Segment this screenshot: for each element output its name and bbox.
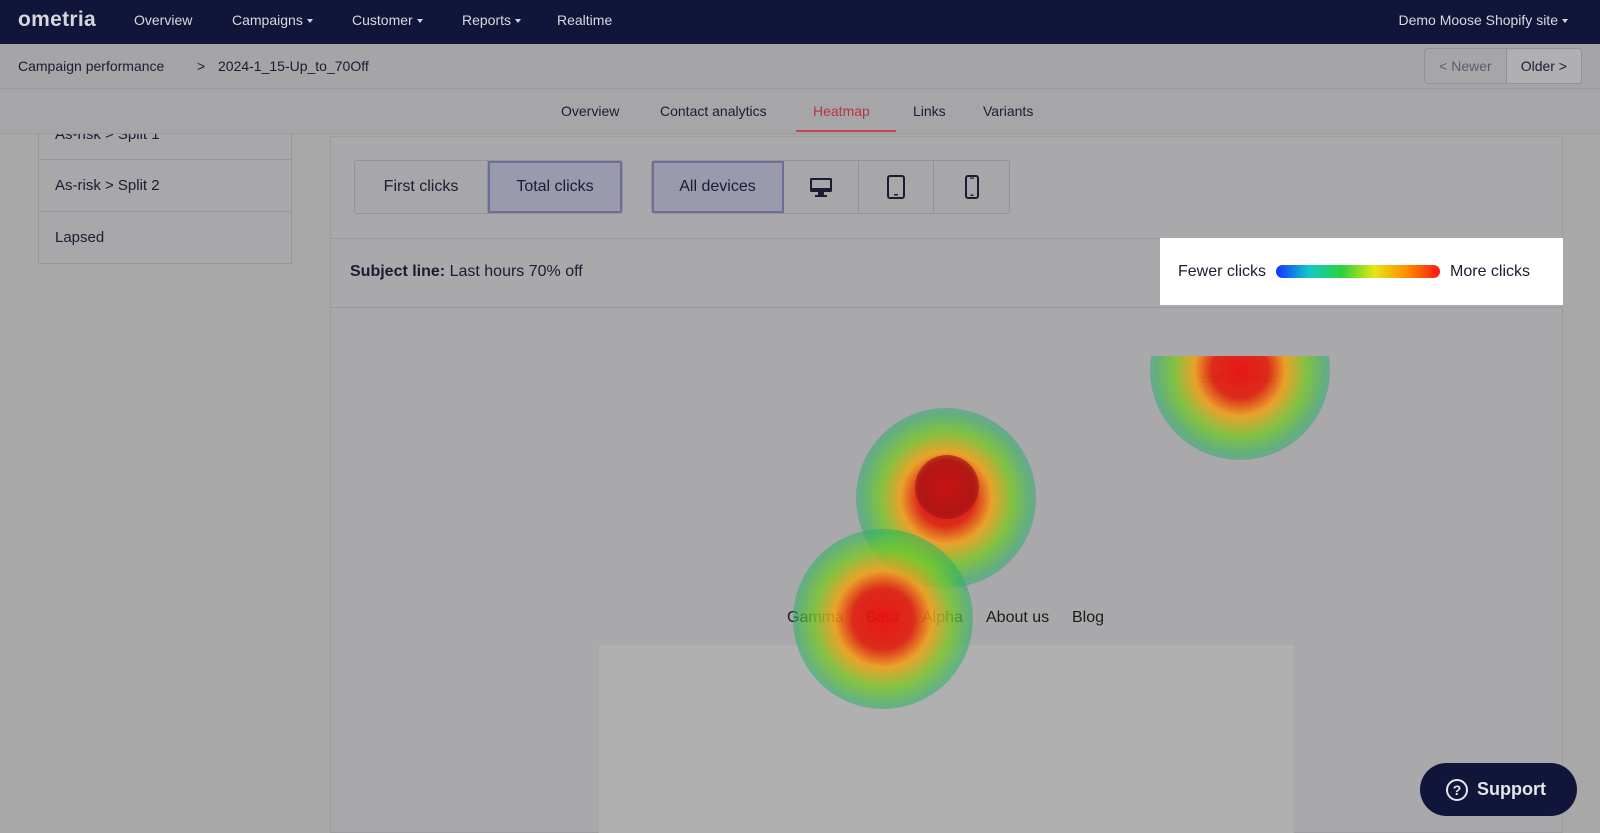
older-button[interactable]: Older > [1506, 49, 1581, 83]
tab-contact-analytics[interactable]: Contact analytics [660, 103, 767, 119]
chevron-down-icon [306, 19, 313, 24]
help-icon: ? [1446, 778, 1468, 801]
active-tab-indicator [796, 130, 896, 132]
breadcrumb: Campaign performance > 2024-1_15-Up_to_7… [0, 44, 1600, 89]
top-nav: ometria Overview Campaigns Customer Repo… [0, 0, 1600, 44]
mobile-button[interactable] [934, 161, 1009, 213]
breadcrumb-separator: > [197, 58, 206, 74]
breadcrumb-current: 2024-1_15-Up_to_70Off [218, 58, 369, 74]
click-mode-toggle: First clicks Total clicks [354, 160, 623, 214]
total-clicks-button[interactable]: Total clicks [488, 161, 622, 213]
chevron-down-icon [416, 19, 423, 24]
sidebar-item-split-1[interactable]: As-risk > Split 1 [38, 134, 292, 160]
nav-overview[interactable]: Overview [134, 12, 193, 28]
chevron-down-icon [515, 19, 522, 24]
sidebar-item-label: As-risk > Split 1 [55, 134, 160, 143]
tablet-icon [887, 175, 905, 199]
segment-sidebar: As-risk > Split 1 As-risk > Split 2 Laps… [38, 134, 292, 264]
subject-label: Subject line: [350, 263, 446, 280]
desktop-icon [810, 178, 832, 197]
logo-text: ometria [18, 8, 96, 31]
subject-line-row: Subject line: Last hours 70% off [331, 238, 1562, 308]
email-link-about-us[interactable]: About us [986, 609, 1050, 626]
nav-realtime[interactable]: Realtime [557, 12, 613, 28]
nav-customer[interactable]: Customer [352, 12, 423, 28]
mobile-icon [964, 175, 979, 199]
breadcrumb-parent[interactable]: Campaign performance [18, 58, 165, 74]
sidebar-item-lapsed[interactable]: Lapsed [38, 212, 292, 264]
site-label: Demo Moose Shopify site [1398, 12, 1558, 28]
tab-overview[interactable]: Overview [561, 103, 620, 119]
legend-low-label: Fewer clicks [1178, 262, 1267, 280]
tablet-button[interactable] [859, 161, 934, 213]
email-link-gamma[interactable]: Gamma [787, 609, 844, 626]
ometria-logo[interactable]: ometria [18, 8, 96, 32]
email-hero-image [599, 645, 1294, 833]
email-link-beta[interactable]: Beta [866, 609, 899, 626]
heatmap-hotspot-clip [1140, 356, 1340, 476]
site-selector[interactable]: Demo Moose Shopify site [1398, 12, 1568, 28]
chevron-down-icon [1562, 19, 1568, 24]
email-link-blog[interactable]: Blog [1072, 609, 1105, 626]
heatmap-hotspot [1150, 356, 1330, 460]
nav-campaigns[interactable]: Campaigns [232, 12, 313, 28]
tab-links[interactable]: Links [913, 103, 946, 119]
tab-bar: Overview Contact analytics Heatmap Links… [0, 89, 1600, 134]
desktop-button[interactable] [784, 161, 859, 213]
campaign-pager: < Newer Older > [1424, 48, 1582, 84]
subject-value: Last hours 70% off [449, 263, 583, 280]
heatmap-legend: Fewer clicks More clicks [1160, 238, 1563, 305]
nav-campaigns-label: Campaigns [232, 12, 303, 28]
sidebar-item-split-2[interactable]: As-risk > Split 2 [38, 160, 292, 212]
legend-gradient [1276, 265, 1441, 278]
nav-reports-label: Reports [462, 12, 512, 28]
email-link-alpha[interactable]: Alpha [922, 609, 963, 626]
subject-line: Subject line: Last hours 70% off [350, 263, 583, 281]
support-button[interactable]: ? Support [1420, 763, 1577, 816]
legend-high-label: More clicks [1450, 262, 1531, 280]
all-devices-button[interactable]: All devices [652, 161, 784, 213]
tab-variants[interactable]: Variants [983, 103, 1034, 119]
newer-button[interactable]: < Newer [1425, 49, 1507, 83]
tab-heatmap[interactable]: Heatmap [813, 103, 870, 119]
nav-reports[interactable]: Reports [462, 12, 522, 28]
device-toggle: All devices [651, 160, 1010, 214]
nav-customer-label: Customer [352, 12, 413, 28]
support-label: Support [1477, 779, 1546, 799]
first-clicks-button[interactable]: First clicks [355, 161, 488, 213]
